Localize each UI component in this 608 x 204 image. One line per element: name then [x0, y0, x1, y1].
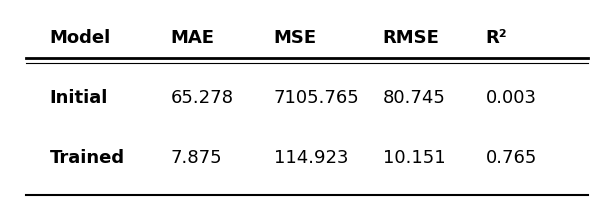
Text: Model: Model [50, 29, 111, 47]
Text: Initial: Initial [50, 89, 108, 107]
Text: Trained: Trained [50, 149, 125, 167]
Text: MAE: MAE [171, 29, 215, 47]
Text: 7.875: 7.875 [171, 149, 223, 167]
Text: 80.745: 80.745 [382, 89, 446, 107]
Text: 10.151: 10.151 [382, 149, 445, 167]
Text: 0.765: 0.765 [486, 149, 537, 167]
Text: R²: R² [486, 29, 507, 47]
Text: RMSE: RMSE [382, 29, 440, 47]
Text: 0.003: 0.003 [486, 89, 537, 107]
Text: 7105.765: 7105.765 [274, 89, 359, 107]
Text: 114.923: 114.923 [274, 149, 348, 167]
Text: MSE: MSE [274, 29, 317, 47]
Text: 65.278: 65.278 [171, 89, 234, 107]
